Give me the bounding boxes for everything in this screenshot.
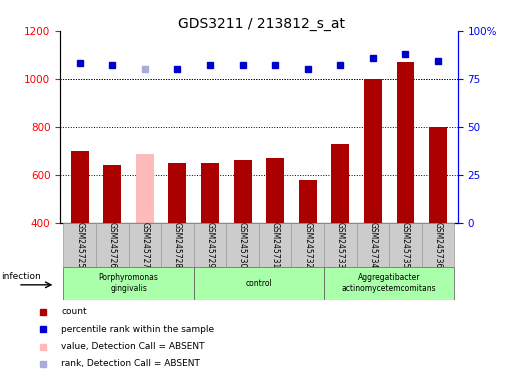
Text: count: count [62, 308, 87, 316]
FancyBboxPatch shape [63, 267, 194, 300]
Text: GSM245730: GSM245730 [238, 222, 247, 268]
Text: control: control [245, 279, 272, 288]
Bar [201, 163, 219, 223]
FancyBboxPatch shape [226, 223, 259, 267]
Bar [429, 127, 447, 223]
Bar [104, 165, 121, 223]
FancyBboxPatch shape [324, 267, 454, 300]
FancyBboxPatch shape [129, 223, 161, 267]
Text: GSM245729: GSM245729 [206, 222, 214, 268]
Bar [332, 144, 349, 223]
Bar [299, 180, 317, 223]
Bar [266, 158, 284, 223]
FancyBboxPatch shape [291, 223, 324, 267]
Text: GDS3211 / 213812_s_at: GDS3211 / 213812_s_at [178, 17, 345, 31]
Text: GSM245733: GSM245733 [336, 222, 345, 268]
FancyBboxPatch shape [63, 223, 96, 267]
Text: GSM245735: GSM245735 [401, 222, 410, 268]
FancyBboxPatch shape [96, 223, 129, 267]
FancyBboxPatch shape [161, 223, 194, 267]
Text: GSM245728: GSM245728 [173, 222, 182, 268]
FancyBboxPatch shape [324, 223, 357, 267]
Text: Porphyromonas
gingivalis: Porphyromonas gingivalis [99, 273, 158, 293]
Text: infection: infection [1, 271, 41, 281]
Text: GSM245725: GSM245725 [75, 222, 84, 268]
Bar [136, 154, 154, 223]
Bar [396, 62, 414, 223]
Text: percentile rank within the sample: percentile rank within the sample [62, 325, 214, 334]
Bar [234, 161, 252, 223]
Text: Aggregatibacter
actinomycetemcomitans: Aggregatibacter actinomycetemcomitans [342, 273, 437, 293]
Bar [364, 79, 382, 223]
FancyBboxPatch shape [194, 223, 226, 267]
Text: GSM245731: GSM245731 [271, 222, 280, 268]
Bar [71, 151, 89, 223]
FancyBboxPatch shape [422, 223, 454, 267]
Text: GSM245727: GSM245727 [140, 222, 150, 268]
FancyBboxPatch shape [389, 223, 422, 267]
Text: GSM245734: GSM245734 [368, 222, 378, 268]
Bar [168, 163, 186, 223]
FancyBboxPatch shape [259, 223, 291, 267]
FancyBboxPatch shape [194, 267, 324, 300]
Text: value, Detection Call = ABSENT: value, Detection Call = ABSENT [62, 342, 205, 351]
FancyBboxPatch shape [357, 223, 389, 267]
Text: GSM245736: GSM245736 [434, 222, 442, 268]
Text: GSM245732: GSM245732 [303, 222, 312, 268]
Text: GSM245726: GSM245726 [108, 222, 117, 268]
Text: rank, Detection Call = ABSENT: rank, Detection Call = ABSENT [62, 359, 200, 368]
